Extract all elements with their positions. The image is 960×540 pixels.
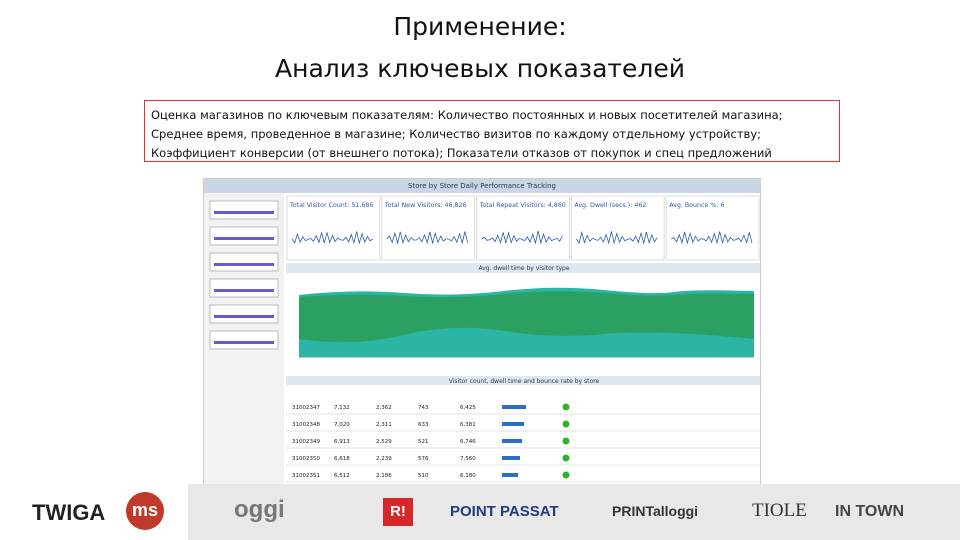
table: 31002347 7,132 2,362 743 6,425 31002348 7,020 2… — [286, 403, 760, 483]
logo: IN TOWN — [835, 503, 905, 520]
table-cell: 31002347 — [292, 405, 320, 411]
dashboard: Store by Store Daily Performance Trackin… — [204, 179, 760, 491]
table-cell: 2,239 — [376, 456, 392, 462]
kpi-label: Avg. Bounce %: 6 — [669, 202, 724, 209]
logo: ms — [126, 492, 164, 530]
logo: TIOLE — [752, 500, 807, 521]
table-cell: 6,425 — [460, 405, 476, 411]
slider — [214, 263, 274, 266]
table-cell: 743 — [418, 405, 429, 411]
table-cell: 31002351 — [292, 473, 320, 479]
table-cell: 6,512 — [334, 473, 350, 479]
slider — [214, 341, 274, 344]
filter-box — [209, 304, 279, 324]
kpi-panel — [381, 195, 476, 261]
bar-decor — [502, 439, 522, 443]
table-cell: 510 — [418, 473, 429, 479]
logo: R! — [383, 498, 413, 526]
kpi-label: Total Visitor Count: 51,686 — [289, 202, 373, 209]
sparkline-decor — [671, 231, 753, 245]
table-cell: 6,746 — [460, 439, 476, 445]
dashboard-title: Store by Store Daily Performance Trackin… — [408, 182, 556, 190]
table-cell: 31002348 — [292, 422, 320, 428]
bar-decor — [502, 405, 526, 409]
filter-box — [209, 226, 279, 246]
header-bar — [204, 179, 760, 193]
status-dot — [562, 420, 570, 428]
filter-box — [209, 200, 279, 220]
kpi-label: Total New Visitors: 46,826 — [384, 202, 467, 209]
dashboard-screenshot: Store by Store Daily Performance Trackin… — [203, 178, 761, 492]
kpi-label: Total Repeat Visitors: 4,860 — [479, 202, 566, 209]
table-cell: 576 — [418, 456, 429, 462]
table-cell: 7,020 — [334, 422, 350, 428]
chart-title: Avg. dwell time by visitor type — [478, 265, 569, 272]
filter-box — [209, 330, 279, 350]
table-cell: 31002350 — [292, 456, 320, 462]
logo: POINT PASSAT — [450, 503, 559, 520]
title-line: Анализ ключевых показателей — [275, 54, 685, 83]
area-decor — [299, 291, 754, 357]
kpis: Total Visitor Count: 51,686 Total New Vis… — [286, 195, 760, 261]
description-box: Оценка магазинов по ключевым показателям… — [144, 100, 840, 162]
status-dot — [562, 454, 570, 462]
title-line: Применение: — [393, 12, 567, 41]
table-cell: 2,362 — [376, 405, 392, 411]
chart-header — [286, 263, 760, 273]
status-dot — [562, 437, 570, 445]
kpi-panel — [665, 195, 760, 261]
logo: oggi — [234, 496, 285, 523]
filter-box — [209, 252, 279, 272]
sparkline-decor — [291, 231, 374, 245]
table-cell: 521 — [418, 439, 429, 445]
table-cell: 7,560 — [460, 456, 476, 462]
table-cell: 6,180 — [460, 473, 476, 479]
kpi-panel — [286, 195, 381, 261]
logo-bar — [188, 484, 960, 540]
kpi-label: Avg. Dwell (secs.): 462 — [574, 202, 646, 209]
filter-box — [209, 278, 279, 298]
slider — [214, 289, 274, 292]
sparkline-decor — [576, 230, 658, 245]
slider — [214, 315, 274, 318]
bar-decor — [502, 456, 520, 460]
status-dot — [562, 471, 570, 479]
bar-decor — [502, 473, 518, 477]
logo: TWIGA — [32, 500, 106, 525]
table-cell: 2,186 — [376, 473, 392, 479]
table-cell: 6,913 — [334, 439, 350, 445]
status-dot — [562, 403, 570, 411]
slider — [214, 211, 274, 214]
table-header — [286, 376, 760, 385]
sparkline-decor — [481, 230, 563, 245]
kpi-panel — [570, 195, 665, 261]
sparkline-decor — [386, 231, 468, 245]
bar-decor — [502, 422, 524, 426]
table-cell: 2,311 — [376, 422, 392, 428]
table-cell: 31002349 — [292, 439, 320, 445]
filters — [209, 200, 279, 350]
kpi-panel — [476, 195, 570, 261]
table-cell: 633 — [418, 422, 429, 428]
table-title: Visitor count, dwell time and bounce rat… — [449, 378, 600, 385]
table-cell: 7,132 — [334, 405, 350, 411]
slider — [214, 237, 274, 240]
table-cell: 6,381 — [460, 422, 476, 428]
logo: PRINTalloggi — [612, 503, 699, 519]
table-cell: 6,618 — [334, 456, 350, 462]
table-cell: 2,529 — [376, 439, 392, 445]
